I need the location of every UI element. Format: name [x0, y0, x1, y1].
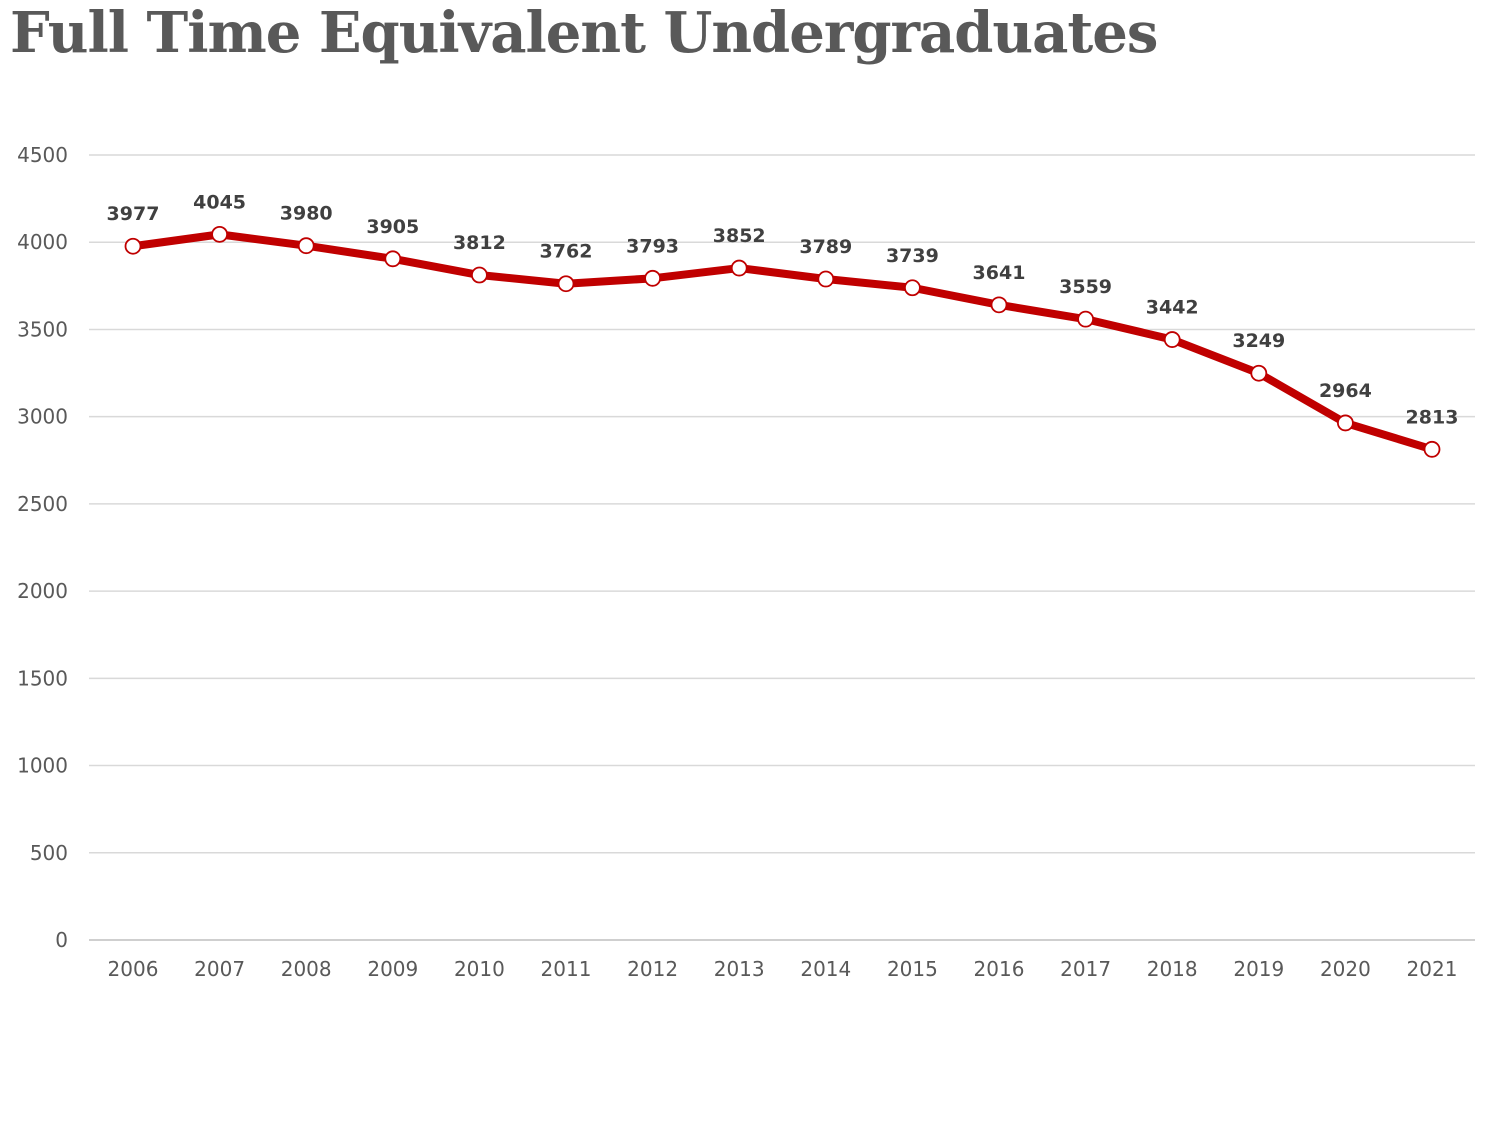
- data-point-marker: [644, 269, 661, 287]
- data-label: 3980: [280, 203, 333, 225]
- data-label: 3442: [1146, 297, 1199, 319]
- data-label: 3905: [366, 216, 419, 238]
- data-label: 3739: [886, 245, 939, 267]
- y-tick-label: 4000: [17, 230, 68, 254]
- data-labels: 3977 4045 3980 3905 3812 3762 3793 3852 3789 3739…: [107, 191, 1459, 428]
- x-tick-label: 2017: [1060, 957, 1111, 981]
- data-point-marker: [384, 250, 402, 268]
- data-point-marker: [817, 270, 835, 288]
- data-label: 3793: [626, 235, 679, 257]
- x-tick-label: 2013: [714, 957, 765, 981]
- data-point-marker: [297, 237, 315, 255]
- chart-title: Full Time Equivalent Undergraduates: [10, 0, 1158, 66]
- y-axis-ticks: 0 500 1000 1500 2000 2500 3000 3500 4000 4500: [17, 143, 68, 952]
- x-tick-label: 2015: [887, 957, 938, 981]
- x-tick-label: 2006: [108, 957, 159, 981]
- x-axis-ticks: 2006 2007 2008 2009 2010 2011 2012 2013 2014 2015…: [108, 957, 1458, 981]
- y-tick-label: 2500: [17, 492, 68, 516]
- data-point-marker: [1163, 331, 1181, 348]
- x-tick-label: 2016: [974, 957, 1025, 981]
- data-point-marker: [990, 296, 1008, 314]
- data-point-marker: [904, 279, 921, 297]
- data-point-marker: [730, 259, 748, 277]
- data-point-marker: [470, 266, 488, 284]
- data-label: 3249: [1232, 330, 1285, 352]
- x-tick-label: 2009: [367, 957, 418, 981]
- x-tick-label: 2019: [1233, 957, 1284, 981]
- x-tick-label: 2007: [194, 957, 245, 981]
- y-tick-label: 0: [55, 928, 68, 952]
- data-label: 3641: [973, 262, 1026, 284]
- x-tick-label: 2010: [454, 957, 505, 981]
- data-label: 2813: [1406, 406, 1459, 428]
- y-tick-label: 1000: [17, 754, 68, 778]
- x-tick-label: 2018: [1147, 957, 1198, 981]
- series-line: [129, 230, 1436, 454]
- data-point-marker: [124, 237, 142, 255]
- data-label: 4045: [193, 191, 246, 213]
- data-label: 3812: [453, 232, 506, 254]
- series-markers: [124, 225, 1441, 458]
- series-line-path: [129, 230, 1436, 454]
- x-tick-label: 2014: [800, 957, 851, 981]
- data-label: 3852: [713, 225, 766, 247]
- data-point-marker: [1337, 414, 1354, 432]
- y-tick-label: 4500: [17, 143, 68, 167]
- x-tick-label: 2012: [627, 957, 678, 981]
- x-tick-label: 2020: [1320, 957, 1371, 981]
- data-point-marker: [211, 225, 229, 243]
- data-label: 3559: [1059, 276, 1112, 298]
- data-label: 3789: [799, 236, 852, 258]
- data-point-marker: [1423, 440, 1441, 458]
- y-tick-label: 3500: [17, 317, 68, 341]
- x-tick-label: 2021: [1407, 957, 1458, 981]
- data-label: 2964: [1319, 380, 1372, 402]
- data-point-marker: [1077, 310, 1094, 328]
- x-tick-label: 2011: [541, 957, 592, 981]
- data-label: 3762: [540, 241, 593, 263]
- x-tick-label: 2008: [281, 957, 332, 981]
- data-label: 3977: [107, 203, 160, 225]
- y-tick-label: 500: [30, 841, 68, 865]
- y-tick-label: 3000: [17, 405, 68, 429]
- grid-lines: [89, 154, 1475, 941]
- y-tick-label: 2000: [17, 579, 68, 603]
- y-tick-label: 1500: [17, 666, 68, 690]
- data-point-marker: [557, 275, 575, 293]
- data-point-marker: [1250, 364, 1268, 382]
